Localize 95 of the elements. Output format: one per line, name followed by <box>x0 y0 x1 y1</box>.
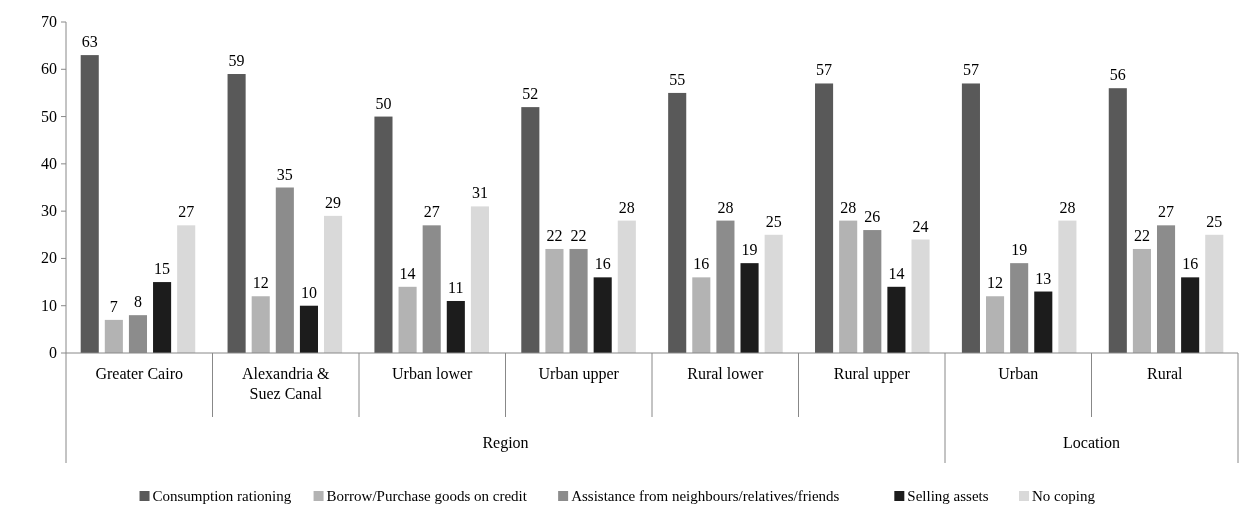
data-label: 7 <box>109 297 118 315</box>
x-tick-label: Urban upper <box>538 365 620 383</box>
data-label: 14 <box>399 264 416 282</box>
bar <box>299 305 318 353</box>
data-label: 28 <box>840 198 857 216</box>
data-label: 50 <box>375 94 392 112</box>
bar <box>815 83 834 353</box>
x-tick-label: Urban lower <box>392 365 474 382</box>
x-tick-label: Greater Cairo <box>95 365 184 382</box>
data-label: 13 <box>1035 269 1052 287</box>
y-tick-label: 50 <box>41 107 57 125</box>
bar <box>80 55 99 353</box>
bar <box>251 296 270 353</box>
data-label: 25 <box>765 212 782 230</box>
data-label: 35 <box>276 165 293 183</box>
data-label: 28 <box>717 198 734 216</box>
data-label: 16 <box>693 255 710 273</box>
bar <box>617 220 636 353</box>
legend-label: No coping <box>1032 488 1096 504</box>
legend-label: Consumption rationing <box>152 488 292 504</box>
bar <box>887 286 906 353</box>
data-label: 10 <box>300 283 317 301</box>
x-tick-label: Rural <box>1146 365 1184 382</box>
data-label: 22 <box>570 226 587 244</box>
bar <box>446 300 465 353</box>
bar <box>593 277 612 353</box>
data-label: 28 <box>618 198 635 216</box>
bar <box>398 286 417 353</box>
data-label: 16 <box>594 255 611 273</box>
bar <box>1034 291 1053 353</box>
bar <box>227 74 246 353</box>
data-label: 56 <box>1109 66 1126 84</box>
y-tick-label: 0 <box>49 344 57 361</box>
bar <box>324 215 343 353</box>
legend-label: Selling assets <box>907 488 989 504</box>
bar <box>986 296 1005 353</box>
data-label: 19 <box>1011 241 1028 259</box>
data-label: 55 <box>669 70 686 88</box>
bar <box>1132 248 1151 353</box>
y-tick-label: 40 <box>41 154 57 172</box>
data-label: 27 <box>178 203 195 221</box>
data-label: 24 <box>912 217 929 235</box>
data-label: 22 <box>546 226 563 244</box>
bar <box>177 225 196 353</box>
text: Region <box>482 434 529 452</box>
bar <box>764 234 783 353</box>
text: Location <box>1063 434 1120 451</box>
data-label: 52 <box>522 85 539 103</box>
x-tick-label: Rural upper <box>833 365 911 383</box>
legend-label: Assistance from neighbours/relatives/friends <box>571 488 840 504</box>
bar <box>1181 277 1200 353</box>
data-label: 57 <box>962 61 979 79</box>
bar <box>153 282 172 353</box>
data-label: 12 <box>987 274 1004 292</box>
data-label: 16 <box>1182 255 1199 273</box>
data-label: 57 <box>816 61 833 79</box>
y-tick-label: 10 <box>41 296 57 314</box>
data-label: 25 <box>1206 212 1223 230</box>
legend-label: Borrow/Purchase goods on credit <box>326 488 528 504</box>
bar <box>374 116 393 353</box>
bar <box>961 83 980 353</box>
bar <box>1205 234 1224 353</box>
bar <box>104 319 123 353</box>
data-label: 63 <box>81 33 98 51</box>
data-label: 8 <box>133 293 142 311</box>
y-tick-label: 20 <box>41 249 57 267</box>
data-label: 14 <box>888 264 905 282</box>
data-label: 59 <box>228 52 245 70</box>
data-label: 29 <box>325 193 342 211</box>
y-tick-label: 30 <box>41 202 57 220</box>
data-label: 31 <box>471 184 488 202</box>
bar <box>692 277 711 353</box>
data-label: 27 <box>1158 203 1175 221</box>
x-tick-label: Alexandria & Suez Canal <box>241 365 331 402</box>
data-label: 19 <box>741 241 758 259</box>
y-tick-label: 70 <box>41 13 57 30</box>
bar <box>668 92 687 353</box>
data-label: 15 <box>154 260 171 278</box>
data-label: 12 <box>252 274 269 292</box>
x-tick-label: Urban <box>998 365 1039 382</box>
data-label: 28 <box>1059 198 1076 216</box>
y-tick-label: 60 <box>41 60 57 78</box>
bar <box>521 107 540 353</box>
bar <box>545 248 564 353</box>
bar <box>1108 88 1127 353</box>
bar <box>839 220 858 353</box>
data-label: 11 <box>448 278 464 296</box>
x-tick-label: Rural lower <box>687 365 764 382</box>
data-label: 26 <box>864 208 881 226</box>
bar <box>1058 220 1077 353</box>
bar <box>911 239 930 353</box>
data-label: 27 <box>423 203 440 221</box>
data-label: 22 <box>1133 226 1150 244</box>
bar <box>470 206 489 353</box>
bar <box>740 263 759 353</box>
